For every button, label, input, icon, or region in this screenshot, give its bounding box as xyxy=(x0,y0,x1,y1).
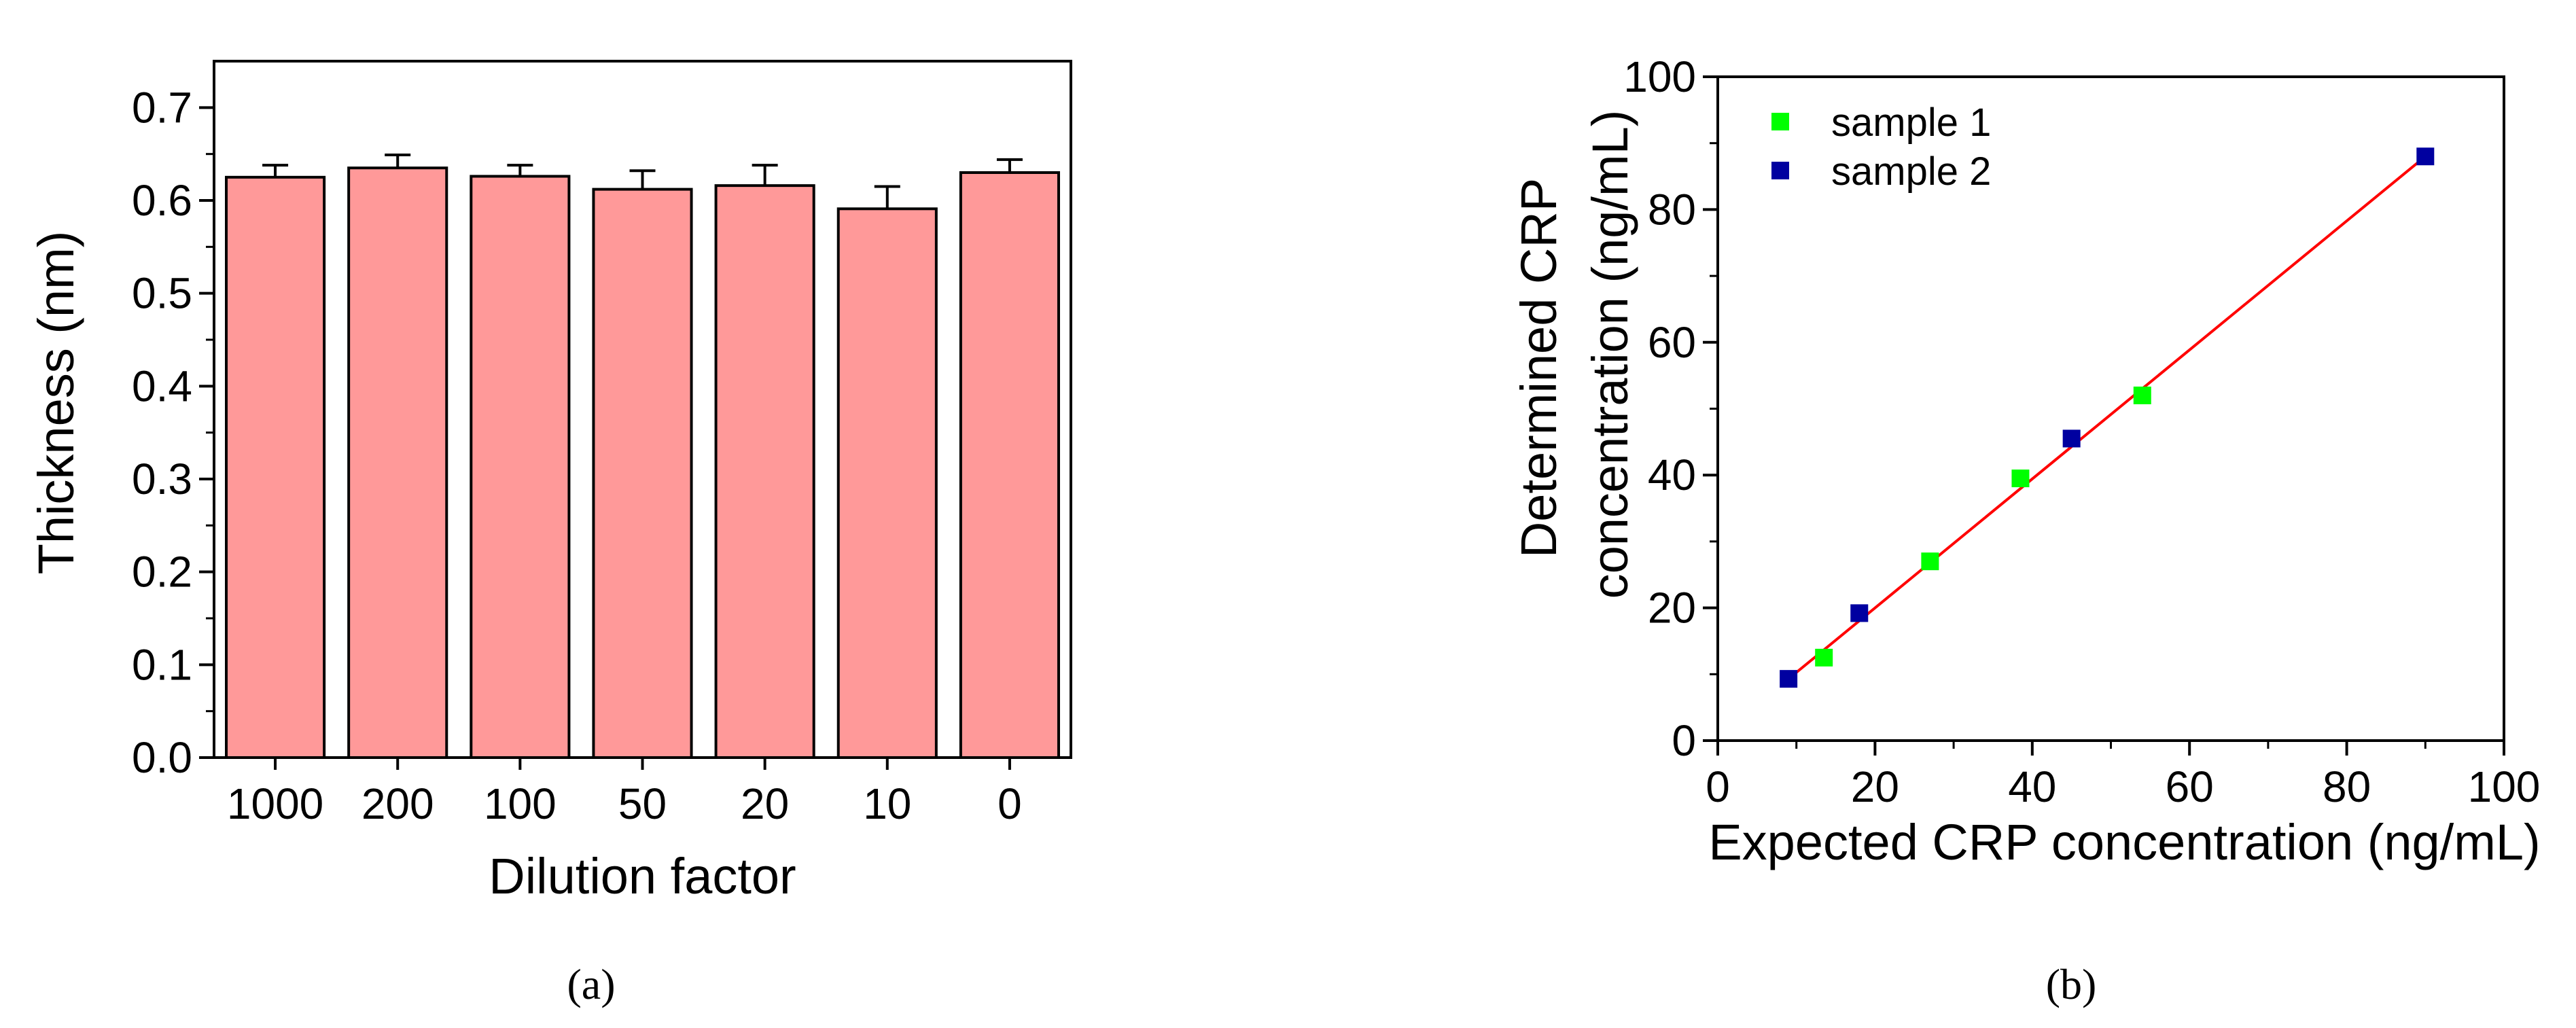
b-x-tick-label-100: 100 xyxy=(2468,762,2541,811)
b-panel-label: (b) xyxy=(2046,960,2097,1008)
a-panel-label: (a) xyxy=(567,960,615,1008)
a-y-tick-label-0.3: 0.3 xyxy=(132,455,192,503)
b-x-tick-label-0: 0 xyxy=(1706,762,1730,811)
a-y-axis-label: Thickness (nm) xyxy=(28,231,84,575)
b-y-axis-label-line-1: Determined CRP xyxy=(1511,178,1567,558)
b-y-tick-label-80: 80 xyxy=(1648,185,1696,234)
a-bar-20 xyxy=(714,184,815,759)
b-y-tick-label-0: 0 xyxy=(1672,716,1696,765)
b-point-series-1 xyxy=(1921,552,1939,571)
b-x-tick-label-20: 20 xyxy=(1851,762,1899,811)
a-y-tick-label-0.5: 0.5 xyxy=(132,269,192,318)
a-x-tick-label-0: 0 xyxy=(998,779,1022,828)
b-points-group xyxy=(1780,147,2435,688)
a-x-tick-label-50: 50 xyxy=(618,779,667,828)
a-x-tick-label-1000: 1000 xyxy=(227,779,323,828)
b-y-axis-label-line-2: concentration (ng/mL) xyxy=(1582,110,1638,599)
a-bars-group xyxy=(225,166,1060,760)
b-x-tick-label-60: 60 xyxy=(2166,762,2214,811)
a-y-tick-label-0.7: 0.7 xyxy=(132,83,192,132)
b-y-tick-label-100: 100 xyxy=(1623,52,1696,101)
b-y-tick-label-40: 40 xyxy=(1648,450,1696,499)
b-legend-marker-2 xyxy=(1771,162,1789,179)
b-y-tick-label-20: 20 xyxy=(1648,584,1696,633)
a-bar-10 xyxy=(836,207,938,759)
b-x-axis-label: Expected CRP concentration (ng/mL) xyxy=(1708,814,2540,870)
a-bar-0 xyxy=(959,171,1060,759)
b-point-series-1 xyxy=(1815,648,1833,667)
b-legend-marker-1 xyxy=(1771,113,1789,130)
b-y-tick-label-60: 60 xyxy=(1648,318,1696,367)
panel-a-bar-chart: 0.00.10.20.30.40.50.60.7 1000 200 100 50 20 1… xyxy=(28,60,1072,1008)
b-x-tick-label-40: 40 xyxy=(2008,762,2056,811)
b-y-ticks-group: 0 20 40 60 80 100 xyxy=(1623,52,1718,765)
b-point-series-1 xyxy=(2011,469,2030,488)
a-y-ticks-group: 0.0 0.1 0.2 0.3 0.4 0.5 0.6 0.7 xyxy=(132,83,214,782)
a-y-tick-label-0.6: 0.6 xyxy=(132,176,192,225)
a-x-tick-label-200: 200 xyxy=(361,779,434,828)
a-x-tick-label-100: 100 xyxy=(484,779,557,828)
b-point-series-1 xyxy=(2133,386,2151,404)
a-bar-1000 xyxy=(225,175,326,760)
a-bar-200 xyxy=(347,166,448,759)
b-fit-line xyxy=(1787,155,2427,680)
a-y-tick-label-0.1: 0.1 xyxy=(132,640,192,689)
b-x-ticks-group: 0 20 40 60 80 100 xyxy=(1706,741,2540,811)
b-point-series-2 xyxy=(2062,429,2081,448)
a-bar-50 xyxy=(592,188,693,760)
a-y-tick-label-0.2: 0.2 xyxy=(132,548,192,597)
b-point-series-2 xyxy=(1780,670,1798,688)
a-y-tick-label-0.0: 0.0 xyxy=(132,733,192,782)
a-error-bars-group xyxy=(262,154,1023,209)
a-x-tick-label-20: 20 xyxy=(741,779,789,828)
b-x-tick-label-80: 80 xyxy=(2323,762,2371,811)
a-x-axis-label: Dilution factor xyxy=(489,848,796,904)
a-x-ticks-group: 1000 200 100 50 20 10 0 xyxy=(227,758,1022,828)
b-point-series-2 xyxy=(1850,604,1869,622)
panel-b-scatter-chart: 0 20 40 60 80 100 0 20 40 60 80 100 sample 1sample… xyxy=(1511,52,2541,1008)
a-y-tick-label-0.4: 0.4 xyxy=(132,361,192,410)
a-bar-100 xyxy=(470,175,571,759)
a-x-tick-label-10: 10 xyxy=(863,779,911,828)
b-legend-label-2: sample 2 xyxy=(1831,149,1991,194)
b-legend-label-1: sample 1 xyxy=(1831,101,1991,145)
b-point-series-2 xyxy=(2416,147,2435,166)
